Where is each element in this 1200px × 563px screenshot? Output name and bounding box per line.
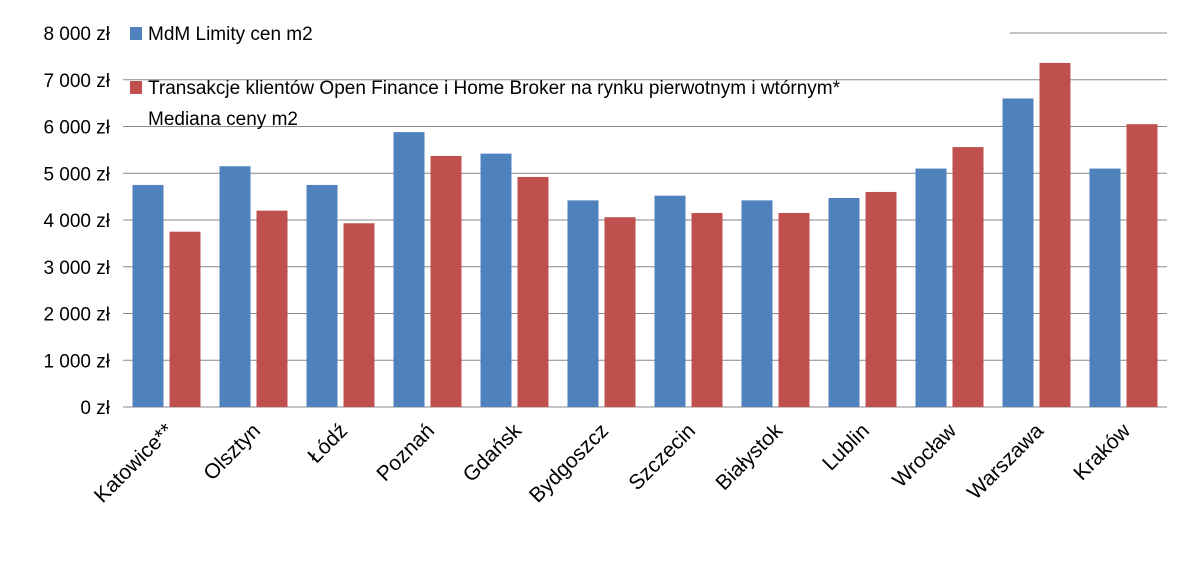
bar-mdm-limit xyxy=(219,166,251,407)
x-tick-label: Wrocław xyxy=(888,419,962,493)
bar-mdm-limit xyxy=(828,198,860,407)
bar-median-price xyxy=(691,212,723,407)
bar-median-price xyxy=(343,223,375,407)
bar-median-price xyxy=(778,212,810,407)
y-tick-label: 6 000 zł xyxy=(43,118,110,139)
legend: MdM Limity cen m2 Transakcje klientów Ope… xyxy=(130,24,841,130)
bar-median-price xyxy=(604,217,636,407)
bar-mdm-limit xyxy=(132,184,164,407)
legend-swatch-median xyxy=(130,81,142,94)
y-tick-label: 7 000 zł xyxy=(43,71,110,92)
bar-median-price xyxy=(952,147,984,407)
legend-label: MdM Limity cen m2 xyxy=(148,24,313,45)
y-tick-label: 4 000 zł xyxy=(43,211,110,232)
x-tick-label: Katowice** xyxy=(90,419,178,507)
x-tick-label: Warszawa xyxy=(963,419,1048,504)
bar-median-price xyxy=(169,231,201,407)
bars xyxy=(132,62,1158,408)
bar-median-price xyxy=(430,155,462,407)
bar-median-price xyxy=(517,176,549,407)
gridlines xyxy=(123,32,1167,408)
x-axis: Katowice** Olsztyn Łódź Poznań GdańskBydgosz… xyxy=(90,419,1136,508)
bar-mdm-limit xyxy=(567,200,599,407)
bar-mdm-limit xyxy=(1089,168,1121,407)
bar-median-price xyxy=(865,191,897,407)
x-tick-label: Bydgoszcz xyxy=(525,419,613,507)
y-tick-label: 5 000 zł xyxy=(43,164,110,185)
y-tick-label: 1 000 zł xyxy=(43,351,110,372)
y-tick-label: 2 000 zł xyxy=(43,305,110,326)
legend-label: Transakcje klientów Open Finance i Home … xyxy=(148,78,841,99)
legend-label: Mediana ceny m2 xyxy=(148,109,298,130)
bar-mdm-limit xyxy=(1002,98,1034,407)
bar-mdm-limit xyxy=(915,168,947,407)
bar-mdm-limit xyxy=(741,200,773,407)
y-tick-label: 8 000 zł xyxy=(43,24,110,45)
bar-median-price xyxy=(256,210,288,407)
x-tick-label: Łódź xyxy=(304,419,352,467)
x-tick-label: Białystok xyxy=(711,419,787,495)
x-tick-label: Kraków xyxy=(1069,419,1135,485)
x-tick-label: Olsztyn xyxy=(199,419,265,485)
bar-mdm-limit xyxy=(393,132,425,408)
x-tick-label: Szczecin xyxy=(624,419,700,495)
x-tick-label: Poznań xyxy=(372,419,439,486)
bar-mdm-limit xyxy=(480,153,512,407)
x-tick-label: Lublin xyxy=(818,419,874,475)
bar-median-price xyxy=(1039,62,1071,408)
y-tick-label: 0 zł xyxy=(80,398,110,419)
bar-median-price xyxy=(1126,124,1158,407)
y-tick-label: 3 000 zł xyxy=(43,258,110,279)
legend-swatch-mdm xyxy=(130,27,142,40)
y-axis: 0 zł 1 000 zł 2 000 zł 3 000 zł 4 000 zł 5 00… xyxy=(43,24,110,419)
bar-mdm-limit xyxy=(654,195,686,407)
x-tick-label: Gdańsk xyxy=(459,419,527,487)
bar-mdm-limit xyxy=(306,184,338,407)
